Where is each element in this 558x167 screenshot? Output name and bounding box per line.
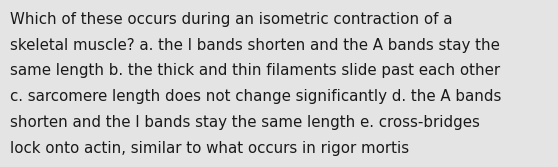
Text: skeletal muscle? a. the I bands shorten and the A bands stay the: skeletal muscle? a. the I bands shorten … — [10, 38, 500, 53]
Text: c. sarcomere length does not change significantly d. the A bands: c. sarcomere length does not change sign… — [10, 89, 502, 104]
Text: lock onto actin, similar to what occurs in rigor mortis: lock onto actin, similar to what occurs … — [10, 141, 409, 156]
Text: shorten and the I bands stay the same length e. cross-bridges: shorten and the I bands stay the same le… — [10, 115, 480, 130]
Text: Which of these occurs during an isometric contraction of a: Which of these occurs during an isometri… — [10, 12, 453, 27]
Text: same length b. the thick and thin filaments slide past each other: same length b. the thick and thin filame… — [10, 63, 500, 78]
